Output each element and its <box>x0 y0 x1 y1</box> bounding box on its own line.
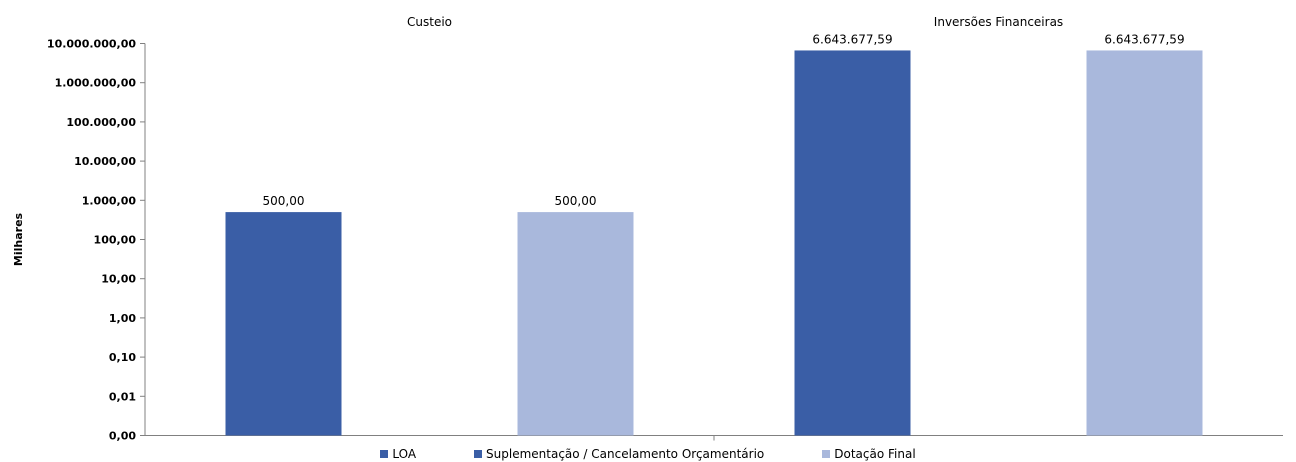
data-label-0-0: 500,00 <box>263 194 305 208</box>
legend-label-suplementacao: Suplementação / Cancelamento Orçamentári… <box>486 447 765 461</box>
legend-swatch-loa <box>380 450 389 458</box>
bar-loa-1 <box>794 50 911 436</box>
x-category-label-1: Inversões Financeiras <box>934 15 1063 29</box>
y-tick-label-5: 100,00 <box>94 234 137 247</box>
legend: LOA Suplementação / Cancelamento Orçamen… <box>0 446 1296 462</box>
bar-loa-0 <box>225 212 342 436</box>
y-tick-label-4: 10,00 <box>101 273 136 286</box>
y-tick-label-8: 100.000,00 <box>66 116 136 129</box>
y-tick-label-1: 0,01 <box>109 390 136 403</box>
y-tick-label-10: 10.000.000,00 <box>47 38 136 51</box>
y-tick-label-0: 0,00 <box>109 430 136 443</box>
y-tick-label-9: 1.000.000,00 <box>55 77 137 90</box>
x-category-label-0: Custeio <box>407 15 452 29</box>
data-label-2-0: 500,00 <box>555 194 597 208</box>
bar-dotacao-final-1 <box>1086 50 1203 436</box>
y-tick-label-7: 10.000,00 <box>74 155 136 168</box>
legend-item-loa[interactable]: LOA <box>380 446 416 462</box>
y-tick-label-2: 0,10 <box>109 351 136 364</box>
data-label-2-1: 6.643.677,59 <box>1104 32 1184 46</box>
y-axis-title: Milhares <box>12 212 25 266</box>
data-label-0-1: 6.643.677,59 <box>812 32 892 46</box>
legend-label-loa: LOA <box>392 447 417 461</box>
legend-swatch-dotacao-final <box>822 450 831 458</box>
y-tick-label-6: 1.000,00 <box>82 194 137 207</box>
y-tick-label-3: 1,00 <box>109 312 136 325</box>
legend-swatch-suplementacao <box>474 450 483 458</box>
chart: 0,00 0,01 0,10 1,00 10,00 100,00 1.000,00 10.00… <box>12 15 1283 443</box>
legend-item-suplementacao[interactable]: Suplementação / Cancelamento Orçamentári… <box>474 446 764 462</box>
bar-dotacao-final-0 <box>517 212 634 436</box>
legend-label-dotacao-final: Dotação Final <box>834 447 916 461</box>
legend-item-dotacao-final[interactable]: Dotação Final <box>822 446 916 462</box>
